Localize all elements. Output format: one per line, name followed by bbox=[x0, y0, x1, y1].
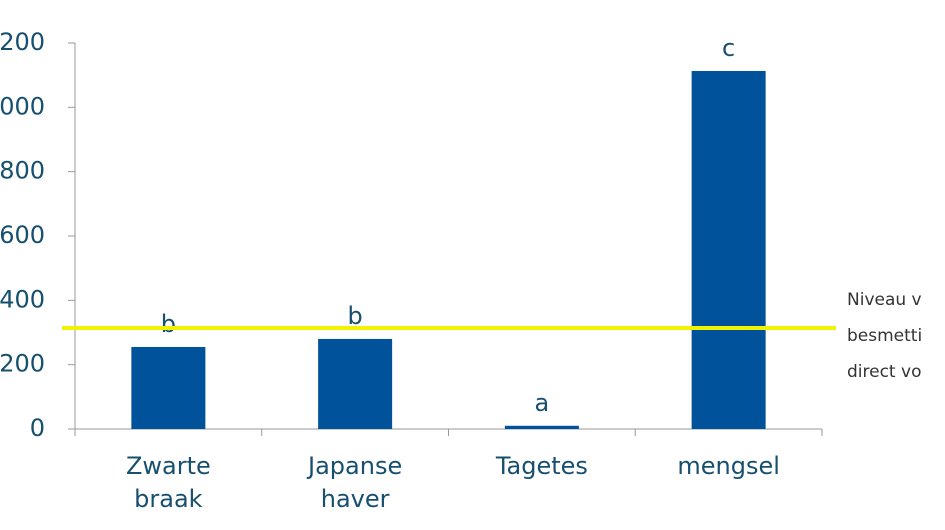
y-tick-label: 0 bbox=[30, 414, 45, 442]
annotation: b bbox=[161, 310, 176, 338]
x-tick-label: mengsel bbox=[677, 452, 780, 480]
x-tick-label: haver bbox=[321, 485, 390, 513]
x-tick-label: Zwarte bbox=[126, 452, 211, 480]
y-tick-label: 800 bbox=[0, 157, 45, 185]
annotation: c bbox=[722, 34, 735, 62]
y-tick-label: 400 bbox=[0, 285, 45, 313]
annotation: a bbox=[535, 389, 550, 417]
bar bbox=[318, 338, 393, 429]
x-tick-label: Japanse bbox=[306, 452, 402, 480]
bar bbox=[504, 425, 579, 429]
y-tick-label: 1200 bbox=[0, 28, 45, 56]
y-tick-label: 1000 bbox=[0, 92, 45, 120]
reference-label: besmetti bbox=[847, 326, 922, 346]
bar bbox=[691, 70, 766, 430]
reference-label: direct vo bbox=[847, 362, 921, 382]
annotation: b bbox=[348, 302, 363, 330]
y-tick-label: 600 bbox=[0, 221, 45, 249]
reference-label: Niveau v bbox=[847, 290, 922, 310]
y-tick-label: 200 bbox=[0, 350, 45, 378]
bar bbox=[131, 346, 206, 429]
x-tick-label: braak bbox=[134, 485, 203, 513]
x-tick-label: Tagetes bbox=[495, 452, 588, 480]
